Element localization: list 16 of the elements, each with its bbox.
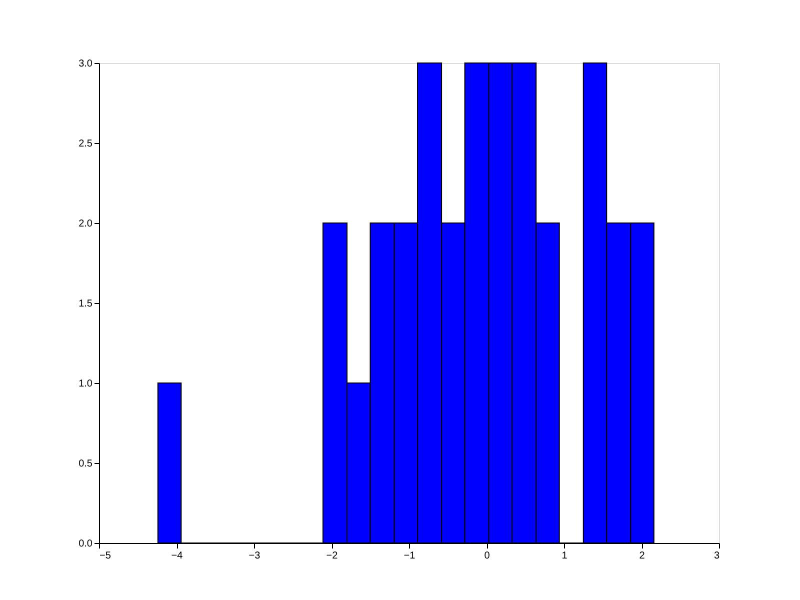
y-tick-label: 0.5 — [78, 458, 93, 470]
x-tick-label: 1 — [562, 550, 568, 562]
x-tick-label: −3 — [248, 550, 261, 562]
y-tick-label: 1.5 — [78, 298, 93, 310]
y-tick-label: 1.0 — [78, 378, 93, 390]
y-tick-label: 2.5 — [78, 138, 93, 150]
x-tick-label: −2 — [326, 550, 338, 562]
x-tick-label: 3 — [714, 550, 720, 562]
x-tick-label: 2 — [639, 550, 646, 562]
x-tick-label: −1 — [404, 550, 416, 562]
x-tick-label: −5 — [100, 550, 112, 562]
y-tick-label: 2.0 — [78, 218, 93, 230]
x-tick-label: 0 — [484, 550, 490, 562]
y-tick-label: 3.0 — [78, 58, 93, 70]
y-tick-label: 0.0 — [78, 538, 93, 550]
x-tick-label: −4 — [171, 550, 184, 562]
